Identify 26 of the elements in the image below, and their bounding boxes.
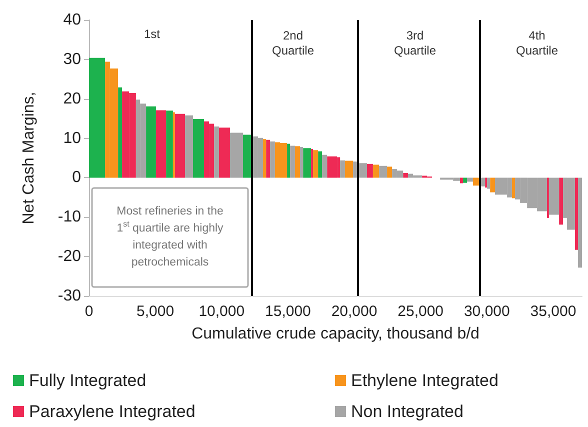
y-tick-label: 40 — [63, 12, 82, 28]
y-axis-title: Net Cash Margins, — [20, 92, 38, 224]
x-tick-label: 15,000 — [265, 303, 311, 320]
y-tick-label: 0 — [72, 169, 82, 186]
annotation: 4th Quartile — [516, 28, 558, 58]
x-tick-label: 35,000 — [530, 303, 576, 320]
y-tick-label: 20 — [63, 90, 82, 108]
y-tick-label: -10 — [58, 208, 82, 226]
x-axis-title: Cumulative crude capacity, thousand b/d — [192, 326, 480, 342]
x-tick-label: 5,000 — [136, 303, 174, 320]
y-tick-label: 30 — [63, 50, 82, 68]
legend-label: Fully Integrated — [29, 371, 146, 390]
legend-label: Non Integrated — [351, 402, 464, 421]
legend-label: Ethylene Integrated — [351, 371, 498, 390]
annotation: 1st — [144, 27, 161, 41]
x-tick-label: 10,000 — [198, 303, 245, 320]
y-tick-label: -30 — [58, 288, 82, 304]
annotation: 2nd Quartile — [272, 28, 314, 58]
x-tick-label: 25,000 — [398, 303, 444, 320]
legend-label: Paraxylene Integrated — [29, 402, 196, 421]
x-tick-label: 30,000 — [464, 303, 510, 320]
y-tick-label: 10 — [63, 130, 82, 147]
x-tick-label: 20,000 — [331, 303, 378, 320]
x-tick-label: 0 — [84, 303, 94, 320]
y-tick-label: -20 — [58, 248, 82, 266]
annotation: 3rd Quartile — [394, 28, 436, 58]
